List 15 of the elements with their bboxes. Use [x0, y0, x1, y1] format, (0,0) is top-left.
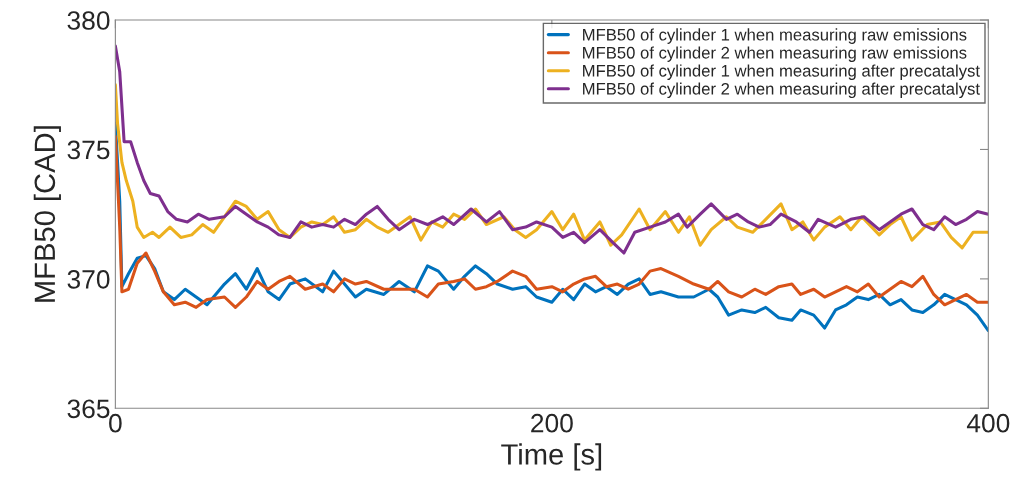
line-series: [115, 44, 989, 255]
y-tick-label: 380: [67, 11, 110, 30]
legend-label: MFB50 of cylinder 2 when measuring after precatalyst: [583, 82, 980, 99]
x-tick-label: 200: [531, 413, 573, 433]
legend-label: MFB50 of cylinder 2 when measuring raw emissions: [583, 46, 967, 62]
line-series: [115, 134, 989, 309]
legend-label: MFB50 of cylinder 1 when measuring after precatalyst: [583, 64, 980, 80]
x-tick-label: 0: [109, 413, 122, 433]
x-tick-label: 400: [966, 413, 1010, 433]
y-tick-label: 365: [67, 399, 110, 419]
x-axis-title: Time [s]: [501, 443, 602, 471]
y-tick-label: 375: [67, 140, 110, 160]
y-axis-title: MFB50 [CAD]: [33, 126, 61, 302]
y-tick-label: 370: [67, 270, 110, 289]
legend-label: MFB50 of cylinder 1 when measuring raw emissions: [583, 28, 967, 44]
